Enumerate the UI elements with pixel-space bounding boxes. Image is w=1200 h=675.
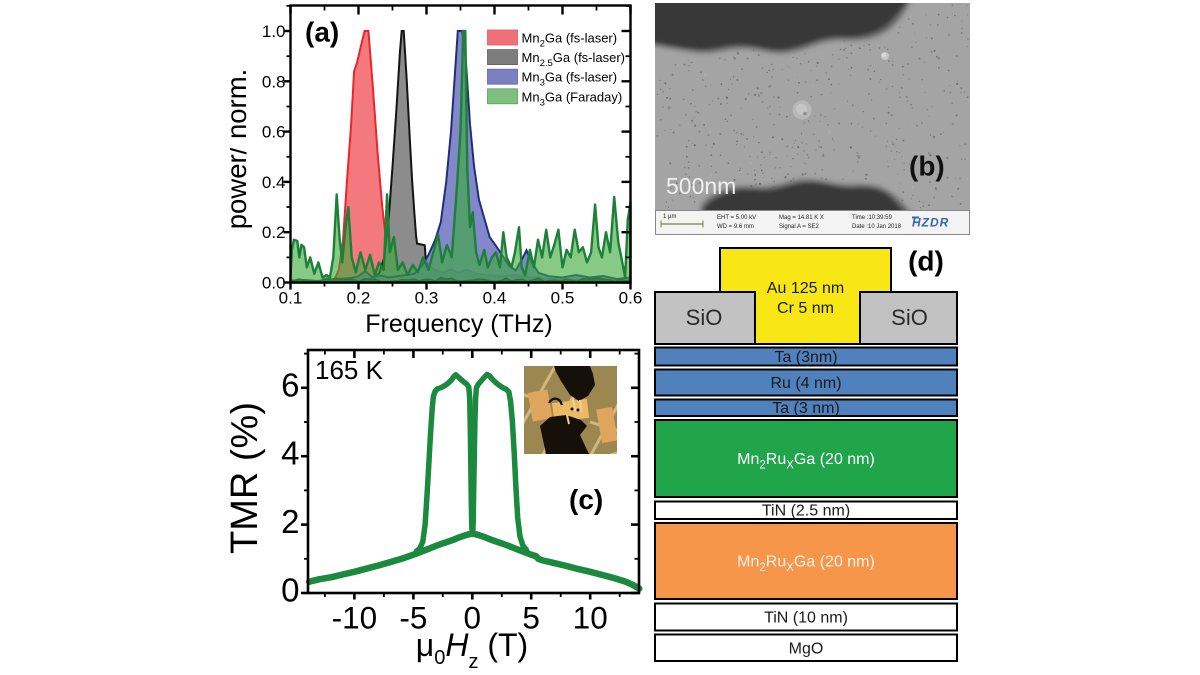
svg-text:0: 0 (464, 600, 482, 636)
svg-text:1 µm: 1 µm (663, 214, 676, 220)
svg-text:SiO: SiO (686, 305, 723, 330)
svg-text:0.8: 0.8 (262, 72, 286, 91)
svg-text:Time :10:39:59: Time :10:39:59 (852, 215, 892, 221)
svg-text:Signal A = SE2: Signal A = SE2 (779, 224, 820, 230)
svg-text:Ta (3nm): Ta (3nm) (774, 349, 837, 366)
svg-text:Ta (3 nm): Ta (3 nm) (772, 400, 840, 417)
svg-text:4: 4 (281, 435, 299, 472)
svg-text:Mn2.5Ga (fs-laser): Mn2.5Ga (fs-laser) (522, 50, 626, 69)
svg-text:0.2: 0.2 (262, 223, 286, 242)
svg-text:WD = 9.6 mm: WD = 9.6 mm (717, 224, 754, 230)
svg-text:Mn3Ga (fs-laser): Mn3Ga (fs-laser) (522, 70, 618, 89)
svg-text:power/ norm.: power/ norm. (230, 69, 252, 229)
svg-text:10: 10 (573, 600, 608, 636)
svg-text:0.1: 0.1 (279, 289, 303, 308)
svg-text:0.4: 0.4 (262, 173, 286, 192)
svg-text:1.0: 1.0 (262, 22, 286, 41)
svg-text:Ru (4 nm): Ru (4 nm) (770, 375, 841, 392)
svg-text:165 K: 165 K (315, 355, 384, 385)
svg-text:0.5: 0.5 (551, 289, 575, 308)
svg-text:-10: -10 (332, 600, 378, 636)
svg-text:Mn3Ga (Faraday): Mn3Ga (Faraday) (522, 89, 623, 108)
svg-text:TiN (2.5 nm): TiN (2.5 nm) (762, 503, 850, 520)
svg-text:Cr 5 nm: Cr 5 nm (777, 300, 834, 317)
svg-text:0.0: 0.0 (262, 274, 286, 293)
svg-text:0.4: 0.4 (483, 289, 507, 308)
svg-text:HZDR: HZDR (912, 216, 949, 230)
svg-text:Mn2RuXGa (20 nm): Mn2RuXGa (20 nm) (737, 554, 875, 575)
svg-text:0: 0 (281, 572, 299, 609)
svg-text:5: 5 (522, 600, 540, 636)
svg-text:EHT = 5.00 kV: EHT = 5.00 kV (717, 215, 756, 221)
svg-text:MgO: MgO (789, 641, 824, 658)
svg-text:Frequency (THz): Frequency (THz) (365, 310, 553, 338)
svg-text:2: 2 (281, 503, 299, 540)
svg-text:Mag = 14.81 K X: Mag = 14.81 K X (779, 215, 824, 221)
svg-text:6: 6 (281, 366, 299, 403)
svg-text:0.2: 0.2 (347, 289, 371, 308)
svg-text:(d): (d) (908, 246, 944, 277)
svg-text:SiO: SiO (891, 305, 928, 330)
svg-text:500nm: 500nm (666, 173, 736, 199)
svg-text:0.6: 0.6 (262, 123, 286, 142)
svg-text:0.3: 0.3 (415, 289, 439, 308)
svg-text:Au 125 nm: Au 125 nm (767, 280, 844, 297)
svg-text:Date :10 Jan 2018: Date :10 Jan 2018 (852, 224, 902, 230)
svg-text:Mn2Ga (fs-laser): Mn2Ga (fs-laser) (522, 31, 618, 50)
svg-text:(c): (c) (569, 484, 603, 515)
svg-text:(b): (b) (909, 151, 945, 182)
svg-text:-5: -5 (399, 600, 427, 636)
svg-text:(a): (a) (305, 17, 339, 48)
svg-text:TMR (%): TMR (%) (230, 402, 266, 554)
svg-text:Mn2RuXGa (20 nm): Mn2RuXGa (20 nm) (737, 451, 875, 472)
svg-text:0.6: 0.6 (619, 289, 643, 308)
svg-text:TiN (10 nm): TiN (10 nm) (764, 610, 848, 627)
